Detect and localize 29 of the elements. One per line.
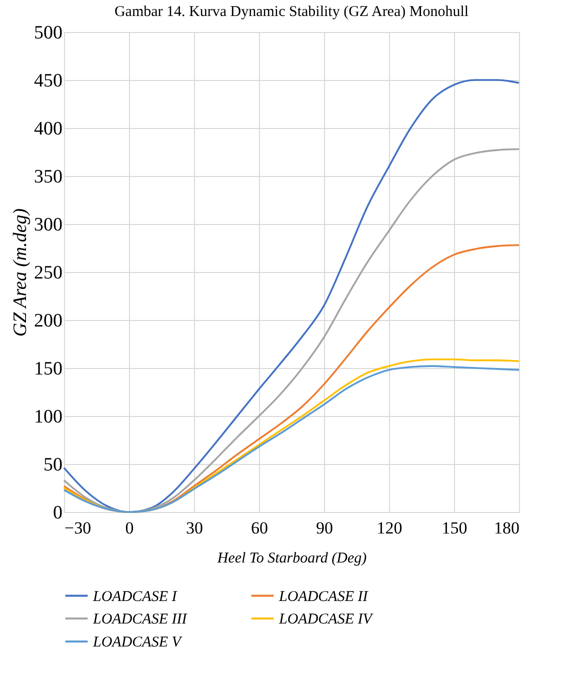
legend-label: LOADCASE I	[92, 588, 178, 605]
y-tick-label: 250	[34, 262, 62, 284]
legend-label: LOADCASE IV	[278, 612, 374, 628]
y-tick-label: 300	[34, 214, 62, 236]
y-tick-label: 400	[34, 118, 62, 140]
legend-label: LOADCASE III	[92, 612, 188, 628]
x-axis-title: Heel To Starboard (Deg)	[216, 550, 367, 566]
legend-label: LOADCASE II	[278, 588, 369, 605]
x-tick-label: 90	[316, 518, 333, 538]
y-tick-label: 100	[34, 406, 62, 428]
x-tick-label: 180	[494, 518, 520, 538]
x-tick-label: 60	[251, 518, 268, 538]
x-tick-label: 0	[125, 518, 134, 538]
y-tick-label: 350	[34, 166, 62, 188]
y-tick-label: 200	[34, 310, 62, 332]
y-tick-label: 50	[44, 454, 62, 476]
x-tick-label: −30	[64, 518, 92, 538]
y-tick-label: 0	[53, 502, 62, 524]
line-series	[63, 79, 520, 513]
legend-label: LOADCASE V	[92, 634, 183, 650]
x-tick-label: 150	[442, 518, 468, 538]
chart-title: Gambar 14. Kurva Dynamic Stability (GZ Area) Monohull	[114, 4, 469, 20]
y-tick-label: 500	[34, 22, 62, 44]
line-series	[63, 148, 520, 513]
x-tick-label: 30	[186, 518, 203, 538]
y-tick-label: 450	[34, 70, 62, 92]
y-axis-title: GZ Area (m.deg)	[10, 208, 31, 337]
y-tick-label: 150	[34, 358, 62, 380]
x-tick-label: 120	[376, 518, 402, 538]
